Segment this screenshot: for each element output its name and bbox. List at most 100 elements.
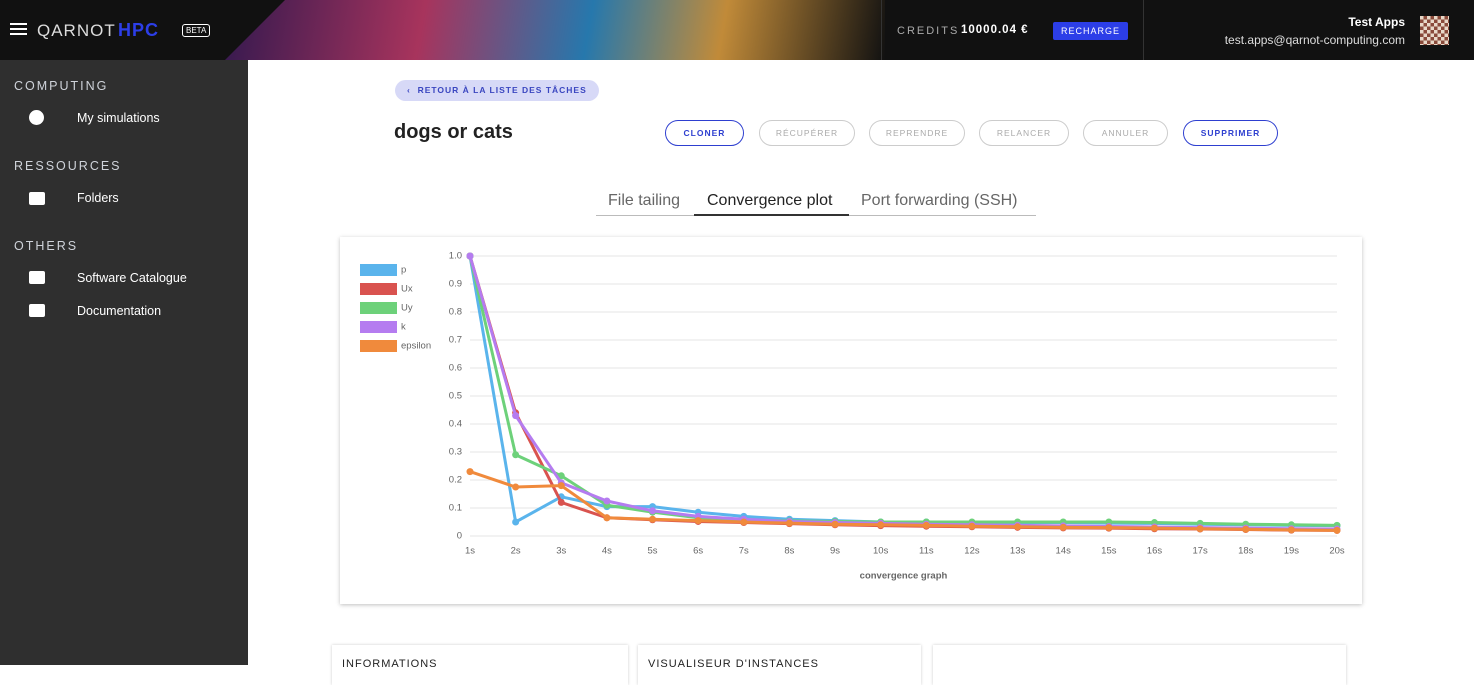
series-line [468,255,1338,532]
point [466,252,474,260]
restart-button[interactable]: RELANCER [979,120,1069,146]
point [1196,525,1204,533]
point [694,517,702,525]
point [922,521,930,529]
card-title: INFORMATIONS [342,658,438,670]
y-tick-label: 0.7 [449,335,462,346]
task-title: dogs or cats [394,121,513,143]
nav-item[interactable]: Software Catalogue [77,271,187,285]
y-tick-label: 0 [457,531,462,542]
y-tick-label: 0.8 [449,307,462,318]
button-label: REPRENDRE [885,128,949,138]
legend-label: Uy [401,303,413,314]
back-button[interactable]: ‹ RETOUR À LA LISTE DES TÂCHES [395,80,599,101]
series-line [469,470,1338,532]
point [831,520,839,528]
point [649,507,657,515]
point [649,515,657,523]
legend-label: Ux [401,284,413,295]
instances-card: VISUALISEUR D'INSTANCES [638,645,921,685]
button-label: RÉCUPÉRER [775,128,839,138]
point [968,522,976,530]
icon [29,271,45,284]
icon [29,192,45,205]
button-label: SUPPRIMER [1200,128,1261,138]
x-axis-label: convergence graph [860,571,948,582]
point [512,483,520,491]
tab[interactable]: Port forwarding (SSH) [861,192,1018,209]
y-tick-label: 0.9 [449,279,462,290]
menu-button[interactable] [10,23,27,25]
point [877,521,885,529]
y-tick-label: 0.3 [449,447,462,458]
point [1150,524,1158,532]
button-label: RELANCER [996,128,1052,138]
nav-item[interactable]: Folders [77,191,119,205]
section-title: COMPUTING [14,79,109,93]
series-line [468,255,1338,528]
resume-button[interactable]: REPRENDRE [869,120,965,146]
x-tick-label: 14s [1056,546,1072,557]
x-tick-label: 17s [1192,546,1208,557]
point [557,498,565,506]
retrieve-button[interactable]: RÉCUPÉRER [759,120,855,146]
user-name: Test Apps [1348,15,1405,29]
top-bar: QARNOT HPC BETA CREDITS 10000.04 € RECHA… [0,0,1474,60]
card [933,645,1346,685]
back-label: RETOUR À LA LISTE DES TÂCHES [417,85,587,95]
x-tick-label: 13s [1010,546,1026,557]
cancel-button[interactable]: ANNULER [1083,120,1168,146]
clone-button[interactable]: CLONER [665,120,744,146]
chart-card: 0 0.1 0.2 0.3 0.4 0.5 0.6 0.7 0.8 0.9 1.0 1s 2s 3s 4s 5… [340,237,1362,604]
point [785,519,793,527]
nav-item[interactable]: My simulations [77,111,160,125]
avatar[interactable] [1420,16,1449,45]
point [1014,523,1022,531]
x-tick-label: 16s [1147,546,1163,557]
user-email: test.apps@qarnot-computing.com [1224,33,1405,47]
header-art [225,0,885,60]
series-line [468,255,1338,531]
active-tab-indicator [694,214,849,216]
y-tick-label: 0.2 [449,475,462,486]
x-tick-label: 5s [648,546,658,557]
x-tick-label: 6s [693,546,703,557]
icon [29,110,44,125]
point [603,514,611,522]
delete-button[interactable]: SUPPRIMER [1183,120,1278,146]
legend-swatch [360,283,397,295]
x-tick-label: 19s [1284,546,1300,557]
recharge-button[interactable]: RECHARGE [1053,22,1128,40]
y-tick-label: 1.0 [449,251,462,262]
beta-badge: BETA [182,24,211,37]
x-tick-label: 11s [919,546,934,557]
tab[interactable]: Convergence plot [707,192,833,209]
sidebar: COMPUTING My simulations RESSOURCES Fold… [0,60,248,665]
x-tick-label: 10s [873,546,889,557]
legend-label: k [401,322,406,333]
y-tick-label: 0.5 [449,391,462,402]
page: dogs or cats {"header": {"brand": "QARNO… [0,0,1474,670]
legend-swatch [360,340,397,352]
x-tick-label: 4s [602,546,612,557]
x-tick-label: 9s [830,546,840,557]
point [466,468,474,476]
x-tick-label: 3s [556,546,566,557]
series-line [468,255,1338,527]
y-tick-label: 0.4 [449,419,462,430]
button-label: CLONER [683,128,726,138]
icon [29,304,45,317]
x-tick-label: 8s [784,546,794,557]
x-tick-label: 20s [1329,546,1345,557]
button-label: ANNULER [1101,128,1150,138]
divider [1143,0,1144,60]
brand-hpc: HPC [118,20,160,40]
point [557,482,565,490]
x-tick-label: 15s [1101,546,1117,557]
body: QARNOT HPC BETA CREDITS 10000.04 € RECHA… [0,0,1474,670]
x-tick-label: 7s [739,546,749,557]
legend-label: p [401,265,406,276]
tab[interactable]: File tailing [608,192,681,209]
nav-item[interactable]: Documentation [77,304,162,318]
info-card: INFORMATIONS [332,645,628,685]
